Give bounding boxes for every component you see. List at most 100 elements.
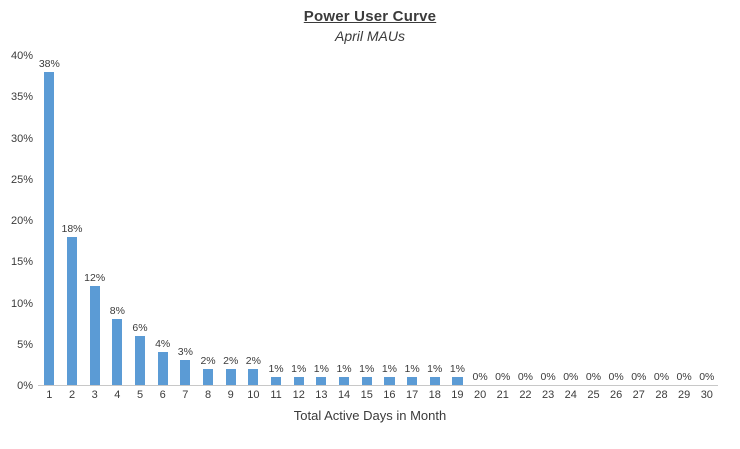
bar-value-label: 1% <box>359 362 375 375</box>
bar-column: 4% <box>151 56 174 385</box>
y-tick-label: 10% <box>10 297 33 310</box>
bar-column: 2% <box>242 56 265 385</box>
bar-value-label: 0% <box>631 371 647 383</box>
bar <box>44 72 55 385</box>
x-tick-label: 16 <box>383 389 396 401</box>
bar-value-label: 1% <box>268 362 284 375</box>
bar <box>66 236 78 385</box>
x-tick-label: 7 <box>182 389 189 401</box>
bar-column: 0% <box>537 56 560 385</box>
x-tick-label: 23 <box>541 389 555 401</box>
y-tick-label: 25% <box>10 173 33 186</box>
bar-value-label: 0% <box>517 371 534 383</box>
y-tick-label: 5% <box>17 338 33 351</box>
bar <box>157 352 168 385</box>
bar-column: 1% <box>355 56 378 385</box>
bar-value-label: 0% <box>676 371 692 383</box>
chart-title: Power User Curve <box>303 8 437 25</box>
bar-column: 0% <box>491 56 514 385</box>
x-tick-label: 4 <box>114 389 121 401</box>
x-tick-label: 2 <box>68 389 76 401</box>
bar-column: 0% <box>695 56 718 385</box>
bar-value-label: 1% <box>313 362 329 375</box>
bar <box>406 376 418 385</box>
bar-value-label: 38% <box>38 58 60 71</box>
bar-column: 1% <box>378 56 401 385</box>
bar-value-label: 1% <box>381 362 397 375</box>
bar-value-label: 8% <box>109 305 125 318</box>
bar-value-label: 1% <box>427 362 443 375</box>
bar <box>248 368 259 385</box>
bar-value-label: 4% <box>155 338 171 351</box>
x-tick-label: 1 <box>46 389 53 401</box>
bar-column: 1% <box>287 56 310 385</box>
bar-value-label: 0% <box>653 371 670 383</box>
bar-column: 0% <box>627 56 650 385</box>
bar <box>112 319 123 385</box>
bar-value-label: 0% <box>699 371 715 383</box>
x-tick-label: 26 <box>610 389 623 401</box>
bar-column: 18% <box>61 56 84 385</box>
bar-value-label: 0% <box>585 371 602 383</box>
bar-column: 0% <box>514 56 537 385</box>
bar-column: 38% <box>38 56 61 385</box>
bar-column: 0% <box>605 56 628 385</box>
y-tick-label: 15% <box>10 256 33 269</box>
x-tick-label: 5 <box>136 389 144 401</box>
y-tick-label: 30% <box>10 132 33 145</box>
bar-column: 1% <box>423 56 446 385</box>
bar-value-label: 2% <box>245 354 261 367</box>
x-tick-label: 14 <box>337 389 351 401</box>
bar-column: 1% <box>265 56 288 385</box>
bar-column: 0% <box>469 56 492 385</box>
chart-header: Power User Curve April MAUs <box>0 0 740 44</box>
plot-area: 38% 18% 12% 8% 6% 4% 3% 2% 2% 2% 1% 1% 1% 1% 1% 1% 1% 1% 1… <box>38 56 718 386</box>
y-tick-label: 20% <box>10 215 33 227</box>
bar-column: 12% <box>83 56 106 385</box>
bar-value-label: 0% <box>472 371 488 383</box>
x-tick-label: 24 <box>564 389 577 401</box>
bar-value-label: 3% <box>177 346 193 359</box>
bar <box>225 368 236 385</box>
x-tick-label: 17 <box>405 389 419 401</box>
x-axis: 1 2 3 4 5 6 7 8 9 10 11 12 13 14 15 16 17 18 19 20 21 22 23 24 2… <box>38 389 718 401</box>
x-tick-label: 15 <box>360 389 373 401</box>
x-tick-label: 19 <box>451 389 464 401</box>
bar-column: 8% <box>106 56 129 385</box>
x-tick-label: 21 <box>496 389 509 401</box>
bar-value-label: 0% <box>608 371 624 383</box>
x-tick-label: 30 <box>700 389 713 401</box>
chart-body: 0% 5% 10% 15% 20% 25% 30% 35% 40% 38% 18% 12% 8% 6% 4… <box>6 50 718 392</box>
bar <box>180 360 191 385</box>
x-tick-label: 12 <box>292 389 305 401</box>
x-tick-label: 28 <box>655 389 668 401</box>
bar-column: 1% <box>401 56 424 385</box>
bar-column: 0% <box>650 56 673 385</box>
bar-column: 2% <box>197 56 220 385</box>
bar-column: 6% <box>129 56 152 385</box>
bar <box>134 335 146 385</box>
bar-value-label: 6% <box>132 321 148 334</box>
x-tick-label: 27 <box>632 389 645 401</box>
bar-column: 3% <box>174 56 197 385</box>
x-tick-label: 11 <box>270 389 282 401</box>
x-tick-label: 22 <box>519 389 532 401</box>
x-tick-label: 25 <box>587 389 600 401</box>
bar-value-label: 1% <box>291 362 307 375</box>
bar-column: 0% <box>673 56 696 385</box>
x-tick-label: 3 <box>91 389 98 401</box>
x-tick-label: 8 <box>204 389 212 401</box>
bar <box>89 286 100 385</box>
bar <box>452 376 463 385</box>
bar <box>429 376 440 385</box>
bar-value-label: 2% <box>223 354 239 367</box>
bar-value-label: 0% <box>495 371 511 383</box>
bar <box>316 376 327 385</box>
x-tick-label: 18 <box>428 389 441 401</box>
x-tick-label: 9 <box>227 389 234 401</box>
chart-subtitle: April MAUs <box>334 28 405 44</box>
x-axis-title: Total Active Days in Month <box>293 408 447 423</box>
bar-column: 0% <box>559 56 582 385</box>
bar-value-label: 1% <box>336 362 352 375</box>
bar <box>361 376 372 385</box>
